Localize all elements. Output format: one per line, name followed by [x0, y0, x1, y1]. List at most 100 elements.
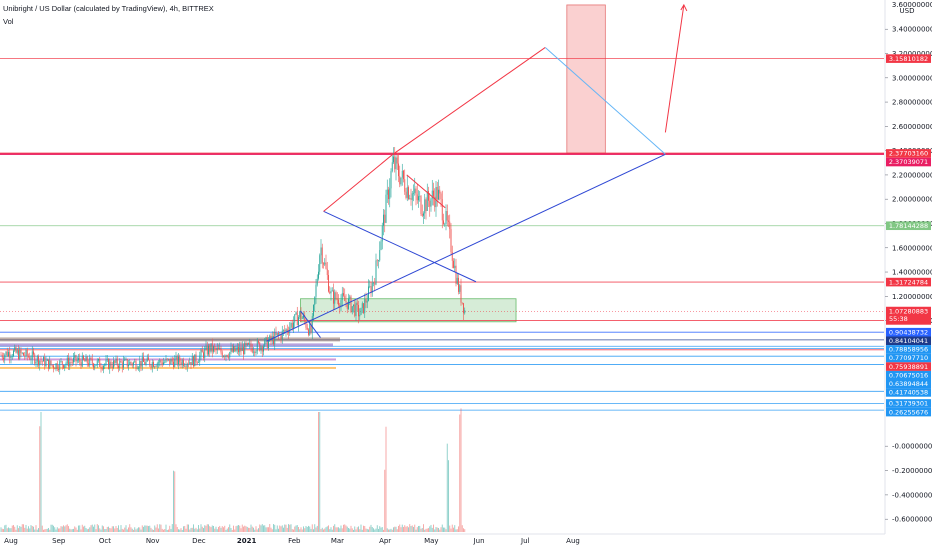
volume-bar: [123, 529, 124, 532]
volume-bar: [431, 527, 433, 532]
volume-bar: [451, 524, 453, 532]
price-tick-label: 1.40000000: [892, 269, 932, 277]
volume-bar: [228, 527, 229, 532]
volume-bar: [309, 526, 311, 532]
volume-bar: [393, 527, 394, 532]
volume-bar: [210, 527, 212, 532]
candle-body: [24, 355, 26, 357]
volume-bar: [28, 526, 29, 532]
candle-body: [115, 358, 117, 363]
candle-body: [446, 211, 448, 221]
volume-bar: [359, 529, 361, 532]
candle-body: [100, 366, 102, 369]
candle-body: [180, 362, 182, 366]
volume-bar: [151, 529, 153, 532]
volume-bar: [449, 525, 451, 532]
candle-body: [331, 290, 333, 292]
candle-body: [215, 347, 217, 350]
volume-bar: [185, 528, 187, 532]
volume-bar: [154, 525, 156, 532]
candle-body: [376, 260, 378, 262]
candle-body: [266, 337, 268, 349]
candle-body: [405, 191, 407, 198]
volume-bar: [145, 525, 147, 532]
volume-bar: [196, 529, 198, 532]
price-tag-label: 3.15810182: [889, 55, 928, 63]
candle-body: [260, 346, 262, 351]
volume-bar: [173, 470, 174, 532]
price-tick-label: 1.20000000: [892, 293, 932, 301]
candle-body: [278, 333, 279, 335]
breakout-arrow: [664, 4, 685, 133]
volume-bar: [289, 524, 291, 532]
volume-bar: [404, 525, 406, 532]
candle-body: [230, 347, 232, 353]
volume-bar: [115, 525, 117, 532]
volume-bar: [43, 529, 44, 532]
candle-body: [161, 362, 163, 365]
candle-body: [170, 359, 172, 365]
candle-body: [23, 352, 24, 356]
candle-body: [279, 334, 281, 335]
volume-bar: [24, 527, 26, 532]
price-tag: [886, 362, 931, 371]
candle-body: [151, 362, 153, 368]
candle-body: [321, 247, 323, 264]
volume-bar: [445, 529, 447, 532]
volume-bar: [221, 526, 223, 532]
volume-bar: [161, 528, 163, 532]
volume-bar: [9, 528, 11, 532]
volume-bar: [300, 527, 302, 532]
candle-body: [148, 357, 149, 361]
volume-bar: [124, 527, 126, 532]
candle-body: [255, 351, 257, 354]
volume-bar: [203, 528, 204, 532]
candle-body: [268, 340, 269, 349]
candle-body: [256, 341, 258, 352]
volume-bar: [46, 528, 48, 532]
volume-bar: [349, 528, 351, 532]
volume-bar: [341, 528, 343, 532]
volume-bar: [241, 524, 243, 532]
candle-body: [293, 322, 294, 329]
price-tag-label: 0.63894844: [889, 380, 928, 388]
candle-body: [86, 356, 88, 364]
volume-bar: [66, 524, 68, 532]
candle-body: [420, 196, 422, 214]
candle-body: [218, 347, 219, 350]
candle-body: [199, 355, 201, 363]
candle-body: [73, 357, 74, 363]
volume-bar: [276, 525, 278, 532]
candle-body: [385, 194, 387, 223]
volume-bar: [245, 526, 247, 532]
volume-bar: [334, 524, 336, 532]
volume-bar: [246, 526, 248, 532]
arrow-head: [680, 3, 688, 12]
volume-bar: [180, 528, 182, 532]
current-price-tag: [886, 306, 931, 323]
volume-bar: [374, 529, 376, 532]
candle-body: [88, 363, 89, 366]
volume-bar: [184, 525, 186, 532]
candle-body: [143, 357, 144, 362]
volume-bar: [85, 527, 87, 532]
candle-body: [19, 349, 21, 359]
volume-bar: [13, 525, 14, 532]
candle-body: [118, 365, 119, 369]
channel-line: [406, 174, 446, 209]
candle-body: [294, 314, 296, 323]
volume-bar: [218, 527, 219, 532]
volume-bar: [226, 528, 228, 532]
volume-bar: [199, 528, 201, 532]
candle-body: [335, 292, 337, 299]
volume-bar: [224, 525, 226, 532]
candle-body: [214, 346, 216, 348]
candle-body: [78, 358, 79, 361]
candle-body: [319, 255, 321, 272]
volume-bar: [189, 529, 191, 532]
volume-bar: [346, 526, 348, 532]
volume-bar: [279, 525, 281, 532]
candle-body: [134, 361, 136, 363]
volume-tick-label: -0.60000000: [892, 516, 932, 524]
